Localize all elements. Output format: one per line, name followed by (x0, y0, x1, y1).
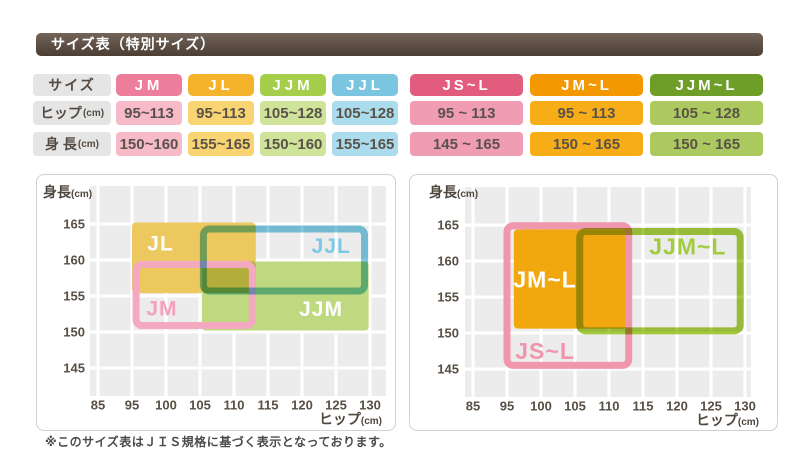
x-tick-95: 95 (125, 398, 139, 413)
size-header-jl: JL (188, 74, 254, 96)
x-axis-unit: (cm) (361, 416, 382, 427)
region-fill-JL+JJM (202, 261, 256, 294)
y-axis-unit: (cm) (71, 189, 92, 200)
region-label-JM: JM (146, 297, 177, 320)
row-label-height: 身 長 (cm) (33, 132, 111, 156)
y-tick-150: 150 (437, 326, 459, 341)
jis-footnote: ※このサイズ表はＪＩＳ規格に基づく表示となっております。 (45, 435, 392, 449)
x-tick-85: 85 (466, 399, 480, 414)
x-axis-title: ヒップ(cm) (319, 411, 382, 427)
y-axis-title: 身長(cm) (429, 184, 478, 200)
y-tick-165: 165 (437, 218, 459, 233)
right-chart-panel: JM~L JJM~L JS~L 85 95 100 105 110 115 120 125 130 16… (409, 174, 778, 431)
x-tick-120: 120 (291, 398, 313, 413)
x-tick-100: 100 (530, 399, 552, 414)
y-tick-155: 155 (63, 289, 85, 304)
region-label-JJM~L: JJM~L (649, 234, 726, 260)
height-range-jm: 150~160 (116, 132, 182, 156)
hip-range-jjl: 105~128 (332, 101, 398, 125)
region-outline-JJM~L (576, 227, 744, 335)
size-region-chart-right: JM~L JJM~L JS~L 85 95 100 105 110 115 120 125 130 16… (429, 184, 759, 428)
page-title: サイズ表（特別サイズ） (36, 33, 763, 56)
row-label-hip: ヒップ (cm) (33, 101, 111, 125)
size-header-jm-l: JM~L (530, 74, 643, 96)
hip-range-jjm: 105~128 (260, 101, 326, 125)
size-header-jjm-l: JJM~L (650, 74, 763, 96)
x-axis-unit: (cm) (738, 417, 759, 428)
x-tick-85: 85 (91, 398, 105, 413)
row-label-text: ヒップ (39, 105, 82, 121)
size-header-jjl: JJL (332, 74, 398, 96)
size-header-jm: JM (116, 74, 182, 96)
height-range-jjm-l: 150 ~ 165 (650, 132, 763, 156)
height-range-jjl: 155~165 (332, 132, 398, 156)
x-tick-120: 120 (666, 399, 688, 414)
x-tick-115: 115 (633, 399, 654, 414)
height-range-jjm: 150~160 (260, 132, 326, 156)
hip-range-jm-l: 95 ~ 113 (530, 101, 643, 125)
size-corner-label: サイズ (33, 74, 111, 96)
region-label-JS~L: JS~L (515, 338, 575, 364)
unit-label: (cm) (77, 138, 99, 150)
unit-label: (cm) (82, 107, 105, 119)
region-outline-JM (132, 260, 256, 330)
y-tick-145: 145 (63, 361, 85, 376)
x-tick-100: 100 (155, 398, 177, 413)
x-tick-125: 125 (325, 398, 347, 413)
row-label-text: 身 長 (44, 136, 77, 152)
y-tick-160: 160 (437, 254, 459, 269)
y-tick-165: 165 (63, 217, 85, 232)
hip-range-js-l: 95 ~ 113 (410, 101, 523, 125)
page-title-text: サイズ表（特別サイズ） (51, 36, 216, 52)
hip-range-jm: 95~113 (116, 101, 182, 125)
y-axis-unit: (cm) (457, 189, 478, 200)
height-range-js-l: 145 ~ 165 (410, 132, 523, 156)
y-tick-155: 155 (437, 290, 459, 305)
hip-range-jl: 95~113 (188, 101, 254, 125)
size-region-chart-left: JL JJL JM JJM 85 95 100 105 110 115 120 125 130 165 16… (43, 184, 386, 427)
region-label-JM~L: JM~L (513, 267, 576, 293)
y-axis-title: 身長(cm) (43, 184, 92, 200)
region-fill-JM~L (513, 229, 627, 329)
x-tick-115: 115 (258, 398, 279, 413)
size-header-js-l: JS~L (410, 74, 523, 96)
region-label-JJL: JJL (312, 235, 351, 258)
region-outline-JJL (199, 225, 369, 295)
x-tick-95: 95 (500, 399, 514, 414)
x-tick-130: 130 (734, 399, 756, 414)
y-tick-160: 160 (63, 253, 85, 268)
height-range-jl: 155~165 (188, 132, 254, 156)
left-chart-panel: JL JJL JM JJM 85 95 100 105 110 115 120 125 130 165 16… (36, 174, 396, 431)
height-range-jm-l: 150 ~ 165 (530, 132, 643, 156)
x-tick-105: 105 (189, 398, 211, 413)
region-label-JJM: JJM (299, 298, 343, 321)
region-outline-JS~L (503, 222, 633, 369)
y-tick-145: 145 (437, 362, 459, 377)
x-tick-125: 125 (700, 399, 722, 414)
region-label-JL: JL (147, 233, 174, 256)
x-tick-110: 110 (224, 398, 245, 413)
x-tick-110: 110 (599, 399, 620, 414)
x-axis-title: ヒップ(cm) (696, 412, 759, 428)
y-tick-150: 150 (63, 325, 85, 340)
size-header-jjm: JJM (260, 74, 326, 96)
x-tick-130: 130 (359, 398, 381, 413)
hip-range-jjm-l: 105 ~ 128 (650, 101, 763, 125)
x-tick-105: 105 (564, 399, 586, 414)
